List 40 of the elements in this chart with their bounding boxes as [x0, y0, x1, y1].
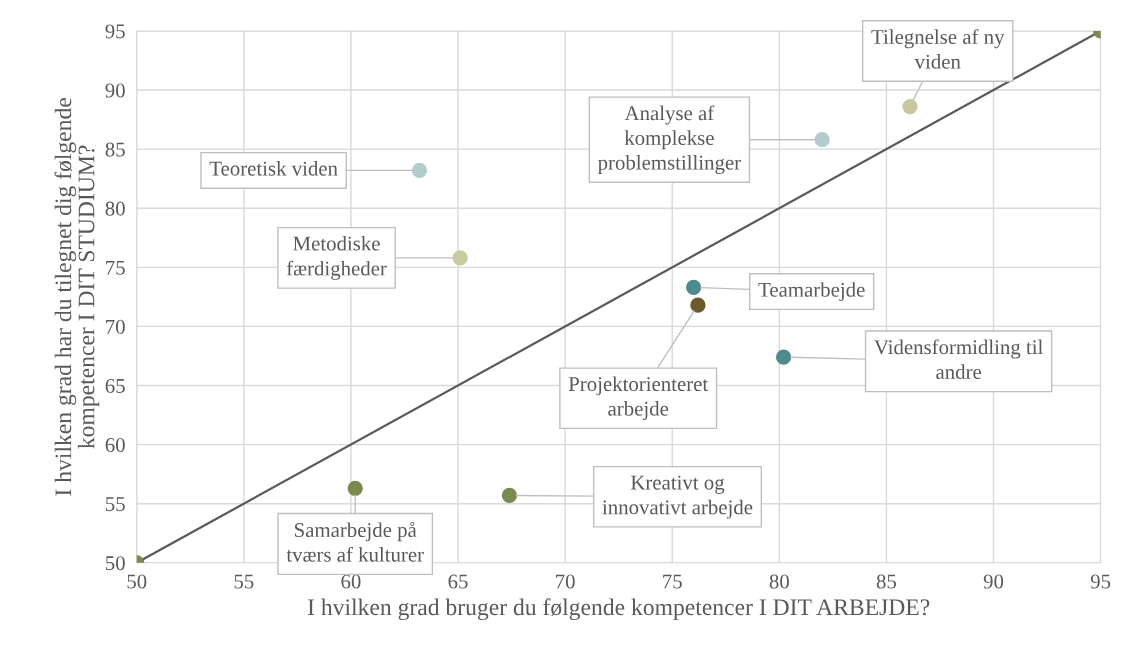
y-tick-label: 90: [105, 83, 125, 98]
y-tick-label: 50: [106, 556, 125, 571]
x-tick-label: 85: [876, 574, 897, 589]
point: [686, 279, 702, 296]
x-tick-label: 90: [983, 574, 1004, 589]
text: Kreativt og innovativt arbejde: [602, 475, 753, 519]
text: Teoretisk viden: [209, 160, 338, 176]
point: [775, 349, 792, 365]
point: [902, 98, 918, 115]
x-axis-title: I hvilken grad bruger du følgende kompetencer I DIT ARBEJDE?: [307, 598, 930, 621]
text: Teamarbejde: [758, 282, 865, 302]
y-tick-label: 75: [106, 260, 125, 275]
y-axis-title: I hvilken grad har du tilegnet dig følgende kompetencer I DIT STUDIUM?: [54, 98, 100, 496]
x-tick-label: 75: [663, 574, 682, 589]
x-tick-label: 65: [448, 574, 468, 589]
x-tick-label: 50: [127, 574, 147, 589]
point: [501, 487, 518, 504]
text: Analyse af komplekse problemstillinger: [597, 105, 741, 174]
text: Metodiske færdigheder: [286, 235, 387, 280]
y-tick-label: 70: [106, 319, 125, 334]
point: [411, 162, 428, 179]
point: [690, 297, 706, 313]
y-tick-label: 60: [105, 437, 125, 453]
y-tick-label: 55: [106, 497, 125, 512]
x-tick-label: 95: [1090, 574, 1111, 589]
x-tick-label: 80: [769, 574, 789, 589]
text: Tilegnelse af ny viden: [871, 29, 1005, 69]
point: [814, 132, 830, 148]
x-tick-label: 55: [234, 574, 254, 589]
y-tick-label: 80: [105, 201, 125, 216]
text: Vidensformidling til andre: [874, 339, 1043, 380]
y-tick-label: 85: [105, 142, 125, 157]
text: Samarbejde på tværs af kulturer: [286, 521, 424, 562]
x-tick-label: 60: [341, 574, 361, 589]
point: [347, 480, 363, 496]
y-tick-label: 95: [105, 24, 125, 39]
point: [452, 250, 468, 266]
y-tick-label: 65: [105, 378, 125, 393]
text: Projektorienteret arbejde: [568, 376, 709, 420]
x-tick-label: 70: [556, 574, 575, 589]
